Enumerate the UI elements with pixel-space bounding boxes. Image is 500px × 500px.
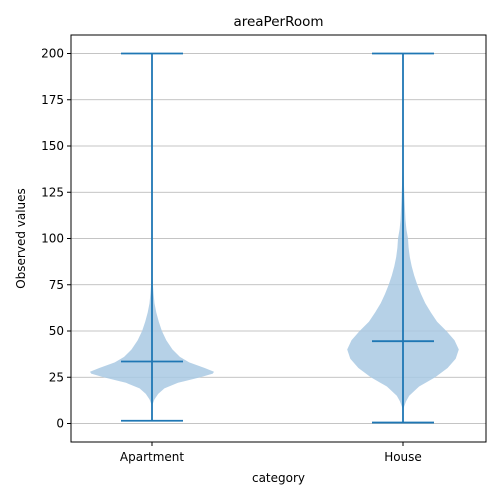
y-tick-label: 50	[49, 324, 64, 338]
x-axis-label: category	[252, 471, 305, 485]
y-tick-label: 75	[49, 278, 64, 292]
y-axis-label: Observed values	[14, 188, 28, 289]
y-axis-ticks: 0 25 50 75 100 125 150 175 200	[41, 47, 71, 431]
violin-house	[347, 52, 459, 424]
y-tick-label: 200	[41, 47, 64, 61]
y-tick-label: 100	[41, 232, 64, 246]
x-axis-ticks: Apartment House	[120, 442, 422, 464]
y-tick-label: 150	[41, 139, 64, 153]
x-tick-label: House	[384, 450, 422, 464]
violin-apartment	[90, 52, 214, 422]
y-tick-label: 25	[49, 370, 64, 384]
chart-title: areaPerRoom	[233, 14, 323, 30]
y-tick-label: 0	[56, 417, 64, 431]
violins	[90, 52, 459, 424]
y-tick-label: 125	[41, 185, 64, 199]
x-tick-label: Apartment	[120, 450, 184, 464]
y-tick-label: 175	[41, 93, 64, 107]
